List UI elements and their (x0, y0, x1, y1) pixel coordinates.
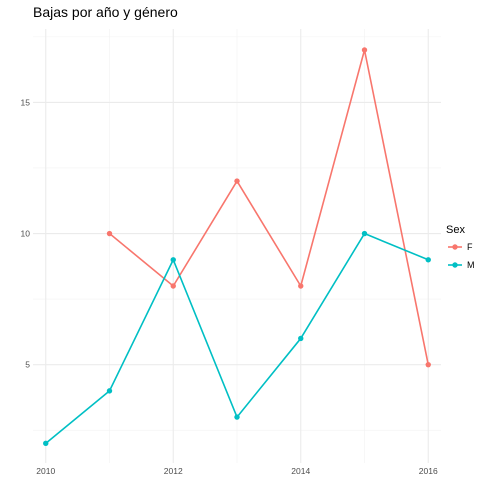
x-axis-ticks: 2010 2012 2014 2016 (36, 466, 438, 476)
y-tick-label: 10 (21, 229, 31, 239)
legend-key-point (452, 262, 458, 268)
data-point-M (298, 335, 304, 342)
series-F (106, 47, 431, 368)
legend-label: M (467, 260, 475, 270)
data-point-M (43, 440, 49, 447)
data-point-F (361, 47, 368, 53)
y-tick-label: 5 (25, 360, 30, 370)
legend-item-M: M (448, 260, 475, 270)
y-tick-label: 15 (21, 97, 31, 107)
data-point-M (234, 414, 240, 420)
data-point-M (170, 257, 176, 263)
data-point-M (361, 230, 368, 237)
grid (33, 29, 441, 463)
x-tick-label: 2010 (36, 466, 55, 476)
data-point-M (106, 388, 113, 394)
legend-item-F: F (448, 242, 473, 252)
x-tick-label: 2014 (291, 466, 310, 476)
data-point-F (234, 178, 240, 184)
data-point-F (298, 283, 304, 289)
y-axis-ticks: 5 10 15 (21, 97, 31, 369)
chart-title: Bajas por año y género (33, 4, 178, 20)
data-point-F (106, 230, 113, 237)
legend-key-point (452, 244, 458, 250)
series-M (43, 230, 431, 447)
legend-label: F (467, 242, 473, 252)
x-tick-label: 2012 (164, 466, 183, 476)
series-layer (43, 47, 431, 447)
legend-title: Sex (446, 224, 465, 236)
series-line-F (108, 49, 430, 365)
data-point-M (425, 257, 431, 263)
data-point-F (425, 361, 431, 368)
x-tick-label: 2016 (419, 466, 438, 476)
legend: Sex FM (446, 224, 475, 270)
data-point-F (170, 283, 176, 289)
